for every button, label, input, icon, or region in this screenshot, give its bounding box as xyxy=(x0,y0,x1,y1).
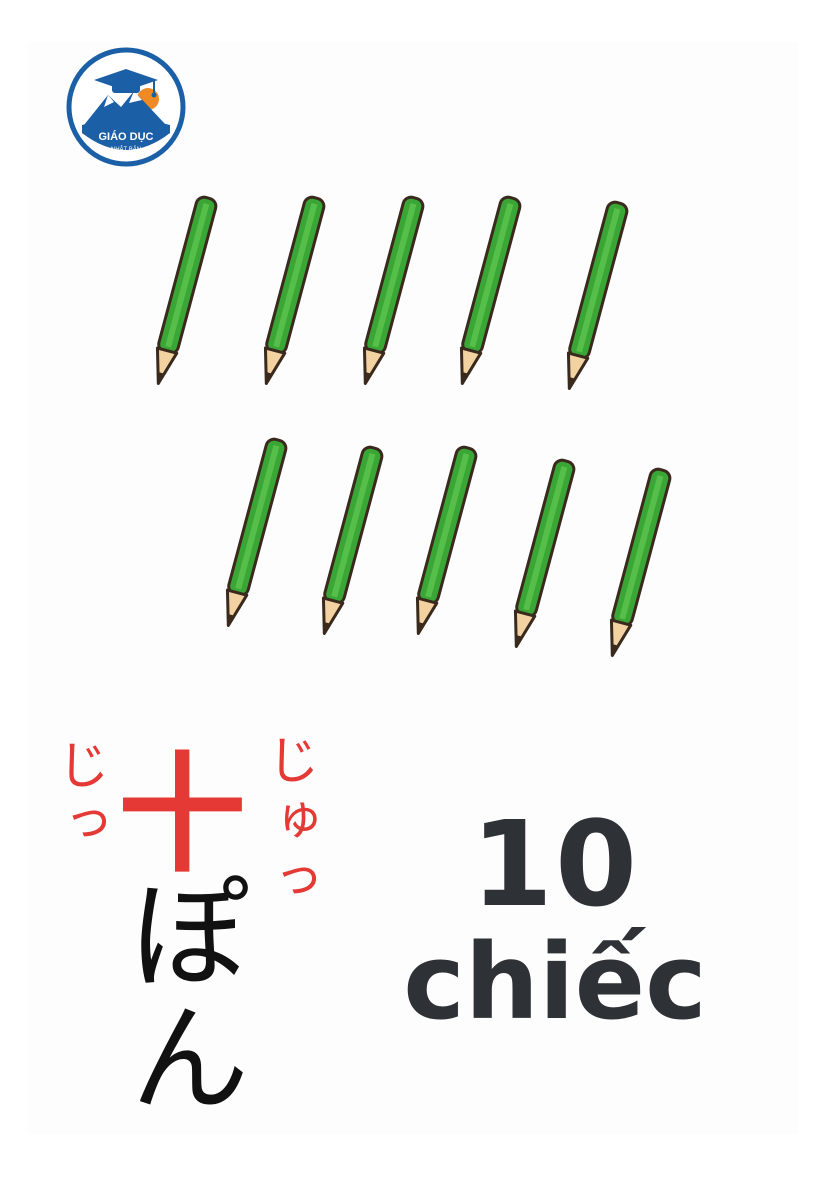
vietnamese-number: 10 xyxy=(470,795,640,933)
kanji-ten: 十 xyxy=(118,741,247,890)
mountain-icon xyxy=(84,91,166,125)
logo-band xyxy=(82,119,170,150)
pencil-icon xyxy=(451,193,524,388)
furigana-juu: じゅっ xyxy=(258,733,318,913)
pencil-illustration xyxy=(147,193,674,660)
pencil-icon xyxy=(217,435,290,630)
pencil-icon xyxy=(505,456,578,651)
pencil-icon xyxy=(147,193,220,388)
pencil-icon xyxy=(558,198,631,393)
brand-logo: GIÁO DỤC NHẬT BẢN xyxy=(66,47,186,167)
counter-suffix-pon: ぽん xyxy=(109,872,248,1120)
logo-subtitle: NHẬT BẢN xyxy=(111,146,141,153)
pencil-icon xyxy=(407,443,480,638)
pencil-icon xyxy=(601,465,674,660)
snow-cap-icon xyxy=(104,91,142,107)
pencil-icon xyxy=(354,193,427,388)
logo-emblem: GIÁO DỤC NHẬT BẢN xyxy=(66,47,186,167)
furigana-jit: じっ xyxy=(48,738,108,854)
pencil-icon xyxy=(313,443,386,638)
logo-title: GIÁO DỤC xyxy=(99,130,154,143)
graduation-cap-icon xyxy=(94,69,158,98)
vietnamese-counter: chiếc xyxy=(403,921,707,1043)
pencil-icon xyxy=(255,193,328,388)
